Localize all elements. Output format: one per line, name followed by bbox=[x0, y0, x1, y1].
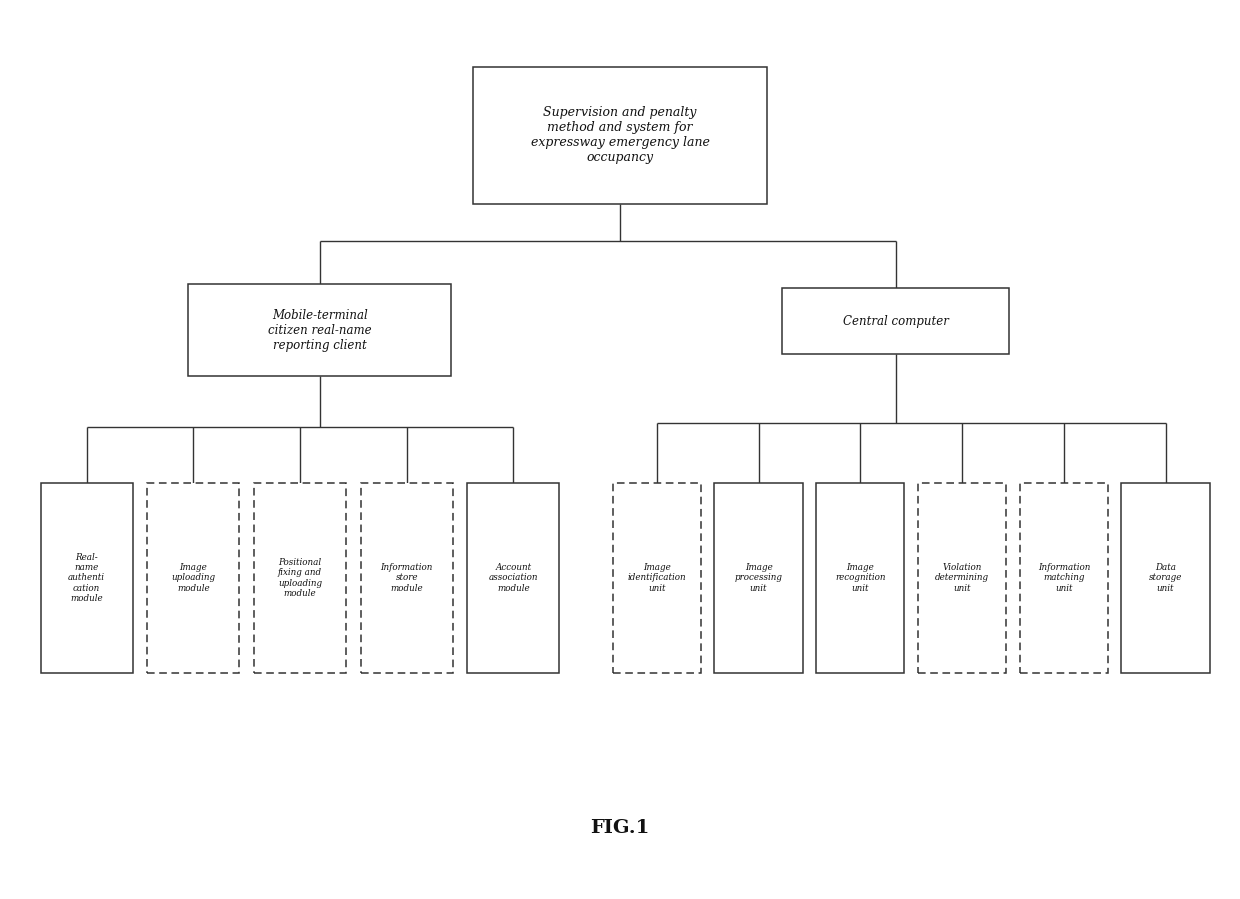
Text: Image
uploading
module: Image uploading module bbox=[171, 563, 216, 592]
Text: Data
storage
unit: Data storage unit bbox=[1149, 563, 1182, 592]
FancyBboxPatch shape bbox=[148, 483, 239, 673]
FancyBboxPatch shape bbox=[254, 483, 346, 673]
Text: Account
association
module: Account association module bbox=[489, 563, 538, 592]
Text: Violation
determining
unit: Violation determining unit bbox=[935, 563, 990, 592]
FancyBboxPatch shape bbox=[714, 483, 802, 673]
FancyBboxPatch shape bbox=[613, 483, 701, 673]
FancyBboxPatch shape bbox=[361, 483, 453, 673]
FancyBboxPatch shape bbox=[782, 288, 1009, 354]
Text: Mobile-terminal
citizen real-name
reporting client: Mobile-terminal citizen real-name report… bbox=[268, 308, 372, 352]
Text: FIG.1: FIG.1 bbox=[590, 819, 650, 837]
Text: Supervision and penalty
method and system for
expressway emergency lane
occupanc: Supervision and penalty method and syste… bbox=[531, 106, 709, 165]
FancyBboxPatch shape bbox=[1121, 483, 1210, 673]
FancyBboxPatch shape bbox=[816, 483, 904, 673]
Text: Image
processing
unit: Image processing unit bbox=[734, 563, 782, 592]
Text: Image
recognition
unit: Image recognition unit bbox=[835, 563, 885, 592]
FancyBboxPatch shape bbox=[472, 67, 768, 204]
Text: Central computer: Central computer bbox=[843, 315, 949, 327]
FancyBboxPatch shape bbox=[187, 283, 451, 377]
FancyBboxPatch shape bbox=[41, 483, 133, 673]
Text: Information
store
module: Information store module bbox=[381, 563, 433, 592]
Text: Information
matching
unit: Information matching unit bbox=[1038, 563, 1090, 592]
FancyBboxPatch shape bbox=[918, 483, 1006, 673]
Text: Image
identification
unit: Image identification unit bbox=[627, 563, 686, 592]
Text: Real-
name
authenti
cation
module: Real- name authenti cation module bbox=[68, 553, 105, 603]
Text: Positional
fixing and
uploading
module: Positional fixing and uploading module bbox=[278, 557, 322, 598]
FancyBboxPatch shape bbox=[467, 483, 559, 673]
FancyBboxPatch shape bbox=[1019, 483, 1109, 673]
